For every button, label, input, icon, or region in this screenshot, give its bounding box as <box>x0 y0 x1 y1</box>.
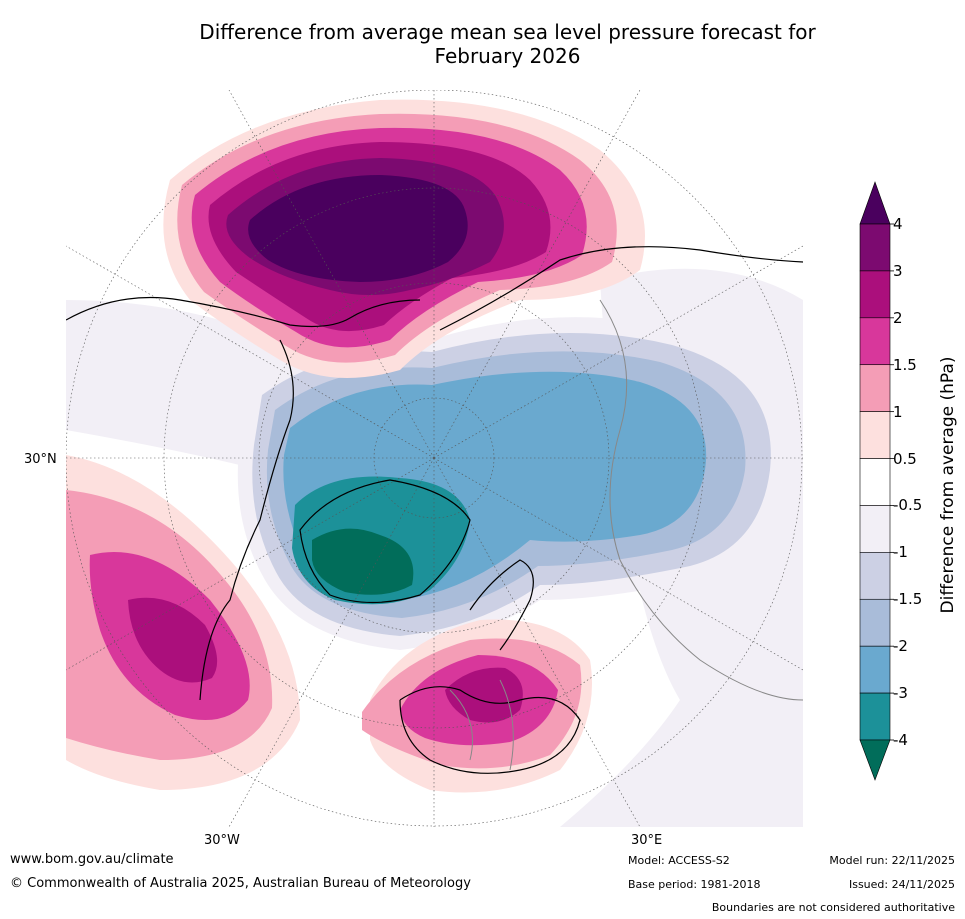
colorbar-ticks <box>890 223 894 741</box>
colorbar-tick-label: 1 <box>893 402 903 421</box>
website-link[interactable]: www.bom.gov.au/climate <box>10 852 174 867</box>
meridian-120w <box>66 245 435 459</box>
arctic-low-anomaly <box>237 317 790 650</box>
greenland-coastline <box>299 479 471 604</box>
pressure-anomaly-map <box>66 90 803 827</box>
asia-borders <box>599 299 803 701</box>
latitude-circle-45n <box>163 187 705 729</box>
north-america-weak-negative <box>66 300 287 470</box>
colorbar-tick-label: -1 <box>893 543 908 562</box>
colorbar-band <box>859 270 891 319</box>
colorbar-band <box>859 411 891 459</box>
model-name: Model: ACCESS-S2 <box>628 854 730 867</box>
colorbar-tick-label: -1.5 <box>893 590 923 609</box>
colorbar-tick-label: -4 <box>893 731 908 749</box>
map-title-line1: Difference from average mean sea level p… <box>199 20 816 44</box>
european-high-anomaly <box>362 619 592 793</box>
colorbar-tick-label: -3 <box>893 684 908 703</box>
pacific-high-plus-4 <box>248 175 468 282</box>
colorbar-band <box>859 552 891 600</box>
europe-borders <box>449 679 514 771</box>
colorbar-tick-label: -0.5 <box>893 496 923 515</box>
colorbar-tick-label: -2 <box>893 637 908 656</box>
colorbar-band <box>859 505 891 553</box>
issued-date: Issued: 24/11/2025 <box>848 878 955 891</box>
copyright-notice: © Commonwealth of Australia 2025, Austra… <box>10 876 471 891</box>
graticule <box>66 90 803 827</box>
colorbar-title: Difference from average (hPa) <box>938 356 958 614</box>
colorbar-band <box>859 317 891 366</box>
atlantic-high-anomaly <box>66 455 300 790</box>
country-borders <box>449 299 803 771</box>
map-title: Difference from average mean sea level p… <box>0 20 965 68</box>
north-america-coastline <box>199 339 294 701</box>
longitude-label-30w: 30°W <box>204 833 240 848</box>
colorbar-band <box>859 645 891 694</box>
map-title-line2: February 2026 <box>434 44 581 68</box>
latitude-label-30n: 30°N <box>24 452 57 467</box>
colorbar-tick-label: 3 <box>893 261 903 280</box>
meridian-120e <box>433 245 803 459</box>
base-period: Base period: 1981-2018 <box>628 878 761 891</box>
europe-coastline <box>399 686 581 774</box>
arctic-low-minus-4 <box>312 528 414 595</box>
colorbar-arrow-bottom <box>859 739 891 781</box>
meridian-30e <box>433 457 641 827</box>
siberia-coastline <box>439 246 803 331</box>
colorbar-band <box>859 598 891 647</box>
colorbar-band <box>859 692 891 741</box>
colorbar <box>859 181 894 781</box>
coastlines <box>66 246 803 774</box>
atlantic-high-plus-2 <box>128 597 218 683</box>
colorbar-bands <box>859 181 891 781</box>
alaska-coastline <box>66 296 421 328</box>
colorbar-band <box>859 223 891 272</box>
model-run-date: Model run: 22/11/2025 <box>829 854 955 867</box>
longitude-label-30e: 30°E <box>631 833 663 848</box>
meridian-60w <box>66 457 435 671</box>
colorbar-band <box>859 458 891 506</box>
colorbar-tick-label: 4 <box>893 215 903 233</box>
colorbar-band <box>859 364 891 412</box>
colorbar-tick-label: 1.5 <box>893 355 917 374</box>
boundary-disclaimer: Boundaries are not considered authoritat… <box>711 901 955 914</box>
meridian-60e <box>433 457 803 671</box>
scandinavia-coastline <box>469 559 534 651</box>
north-pacific-high-anomaly <box>163 99 646 378</box>
colorbar-tick-label: 0.5 <box>893 449 917 468</box>
colorbar-tick-label: 2 <box>893 308 903 327</box>
colorbar-arrow-top <box>859 181 891 225</box>
